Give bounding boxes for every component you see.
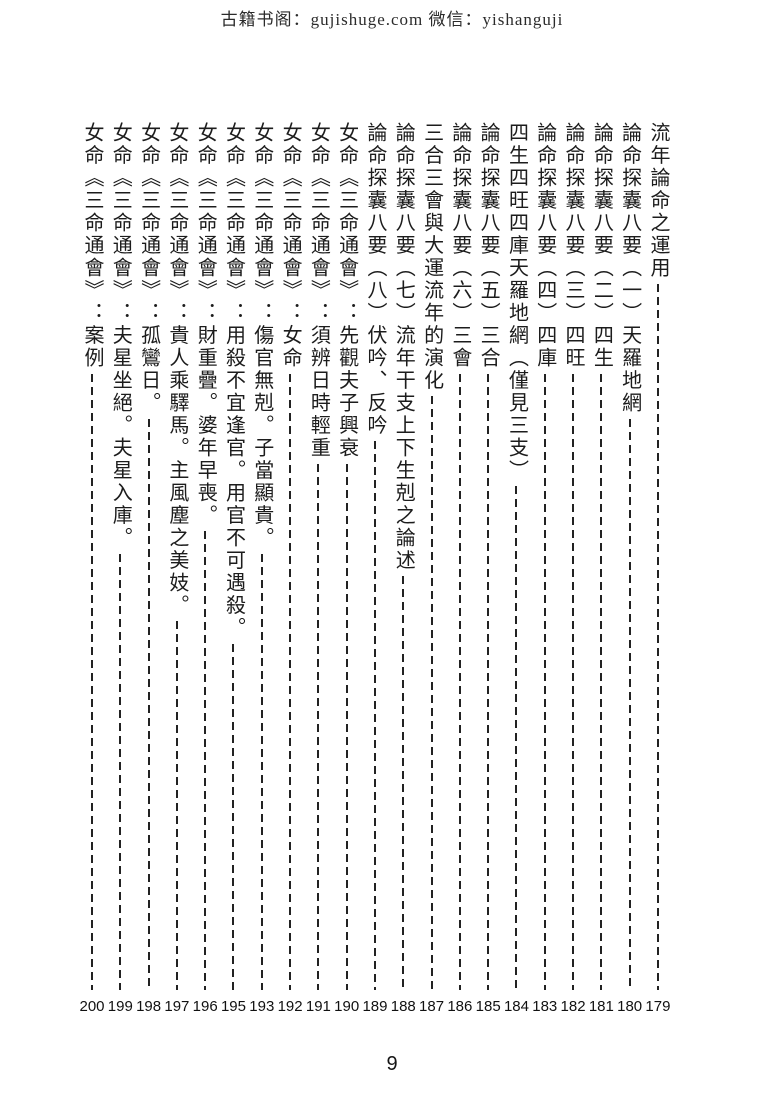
toc-entry: 女命《三命通會》：財重疊。婆年早喪。 196 — [191, 122, 219, 1016]
toc-entry-page: 181 — [588, 998, 614, 1015]
toc-entry-title: 論命探囊八要（六）三會 — [448, 122, 471, 370]
toc-entry-title: 四生四旺四庫天羅地網（僅見三支） — [505, 122, 528, 482]
toc-entry: 論命探囊八要（七）流年干支上下生剋之論述 188 — [389, 122, 417, 1016]
toc-entry: 女命《三命通會》：孤鸞日。 198 — [135, 122, 163, 1016]
toc-entry: 論命探囊八要（五）三合 185 — [474, 122, 502, 1016]
toc-entry-title: 三合三會與大運流年的演化 — [420, 122, 443, 392]
toc-entry: 女命《三命通會》：須辨日時輕重 191 — [304, 122, 332, 1016]
dashed-leader — [656, 283, 659, 990]
folio-page-number: 9 — [386, 1053, 398, 1075]
toc-entry: 論命探囊八要（三）四旺 182 — [559, 122, 587, 1016]
dashed-leader — [458, 373, 461, 990]
dashed-leader — [487, 373, 490, 990]
toc-entry-page: 192 — [277, 998, 303, 1015]
toc-entry-page: 197 — [164, 998, 190, 1015]
toc-entry-title: 女命《三命通會》：案例 — [81, 122, 103, 370]
toc-entry-title: 女命《三命通會》：女命 — [279, 122, 302, 370]
toc-entry: 論命探囊八要（一）天羅地網 180 — [616, 122, 644, 1016]
toc-entry-page: 188 — [390, 998, 416, 1015]
toc-entry-page: 200 — [79, 998, 105, 1015]
toc-entry-page: 189 — [362, 998, 388, 1015]
dashed-leader — [543, 373, 546, 990]
toc-entry-page: 184 — [503, 998, 529, 1015]
dashed-leader — [175, 621, 178, 990]
toc-entry: 論命探囊八要（六）三會 186 — [446, 122, 474, 1016]
toc-entry-title: 女命《三命通會》：貴人乘驛馬。主風塵之美妓。 — [165, 122, 188, 617]
toc-columns: 流年論命之運用 179 論命探囊八要（一）天羅地網 180 論命探囊八要（二）四… — [78, 122, 672, 1016]
dashed-leader — [289, 373, 292, 990]
toc-entry: 女命《三命通會》：傷官無剋。子當顯貴。 193 — [248, 122, 276, 1016]
toc-entry: 女命《三命通會》：先觀夫子興衰 190 — [333, 122, 361, 1016]
dashed-leader — [232, 643, 235, 990]
toc-entry-title: 女命《三命通會》：須辨日時輕重 — [307, 122, 330, 460]
toc-entry-page: 179 — [645, 998, 671, 1015]
toc-entry-page: 196 — [192, 998, 218, 1015]
toc-entry-page: 198 — [136, 998, 162, 1015]
dashed-leader — [260, 553, 263, 990]
toc-entry: 女命《三命通會》：用殺不宜逢官。用官不可遇殺。 195 — [219, 122, 247, 1016]
toc-entry-page: 185 — [475, 998, 501, 1015]
toc-entry-page: 180 — [617, 998, 643, 1015]
toc-entry-title: 女命《三命通會》：用殺不宜逢官。用官不可遇殺。 — [222, 122, 245, 640]
toc-entry: 論命探囊八要（四）四庫 183 — [531, 122, 559, 1016]
dashed-leader — [402, 576, 405, 990]
toc-entry-title: 論命探囊八要（七）流年干支上下生剋之論述 — [392, 122, 415, 572]
toc-entry-title: 女命《三命通會》：夫星坐絕。夫星入庫。 — [109, 122, 132, 550]
dashed-leader — [600, 373, 603, 990]
dashed-leader — [91, 373, 93, 990]
toc-entry-title: 女命《三命通會》：孤鸞日。 — [137, 122, 160, 415]
toc-entry: 四生四旺四庫天羅地網（僅見三支） 184 — [502, 122, 530, 1016]
dashed-leader — [572, 373, 575, 990]
toc-entry-title: 論命探囊八要（一）天羅地網 — [618, 122, 641, 415]
toc-entry-title: 論命探囊八要（四）四庫 — [533, 122, 556, 370]
toc-entry-page: 199 — [107, 998, 133, 1015]
dashed-leader — [119, 553, 122, 990]
toc-entry-page: 190 — [334, 998, 360, 1015]
toc-entry-title: 女命《三命通會》：先觀夫子興衰 — [335, 122, 358, 460]
toc-entry-page: 187 — [419, 998, 445, 1015]
toc-entry-page: 183 — [532, 998, 558, 1015]
toc-entry: 女命《三命通會》：貴人乘驛馬。主風塵之美妓。 197 — [163, 122, 191, 1016]
toc-entry: 女命《三命通會》：夫星坐絕。夫星入庫。 199 — [106, 122, 134, 1016]
toc-entry-page: 193 — [249, 998, 275, 1015]
dashed-leader — [317, 463, 320, 990]
dashed-leader — [430, 396, 433, 990]
toc-entry-page: 182 — [560, 998, 586, 1015]
toc-entry-title: 論命探囊八要（三）四旺 — [562, 122, 585, 370]
dashed-leader — [373, 441, 376, 990]
toc-entry-title: 論命探囊八要（五）三合 — [477, 122, 500, 370]
toc-entry-title: 女命《三命通會》：財重疊。婆年早喪。 — [194, 122, 217, 527]
toc-entry-title: 論命探囊八要（八）伏吟、反吟 — [363, 122, 386, 437]
toc-entry: 流年論命之運用 179 — [644, 122, 672, 1016]
toc-entry: 女命《三命通會》：案例 200 — [78, 122, 106, 1016]
toc-entry: 論命探囊八要（二）四生 181 — [587, 122, 615, 1016]
toc-entry: 論命探囊八要（八）伏吟、反吟 189 — [361, 122, 389, 1016]
toc-entry-page: 195 — [220, 998, 246, 1015]
toc-entry-page: 191 — [305, 998, 331, 1015]
toc-entry-title: 論命探囊八要（二）四生 — [590, 122, 613, 370]
toc-entry: 三合三會與大運流年的演化 187 — [418, 122, 446, 1016]
dashed-leader — [628, 418, 631, 990]
toc-entry-title: 女命《三命通會》：傷官無剋。子當顯貴。 — [250, 122, 273, 550]
dashed-leader — [515, 486, 518, 990]
toc-entry: 女命《三命通會》：女命 192 — [276, 122, 304, 1016]
toc-entry-page: 186 — [447, 998, 473, 1015]
toc-entry-title: 流年論命之運用 — [646, 122, 669, 280]
watermark-header: 古籍书阁：gujishuge.com 微信：yishanguji — [220, 10, 564, 29]
dashed-leader — [204, 531, 207, 990]
dashed-leader — [345, 463, 348, 990]
dashed-leader — [147, 418, 150, 990]
